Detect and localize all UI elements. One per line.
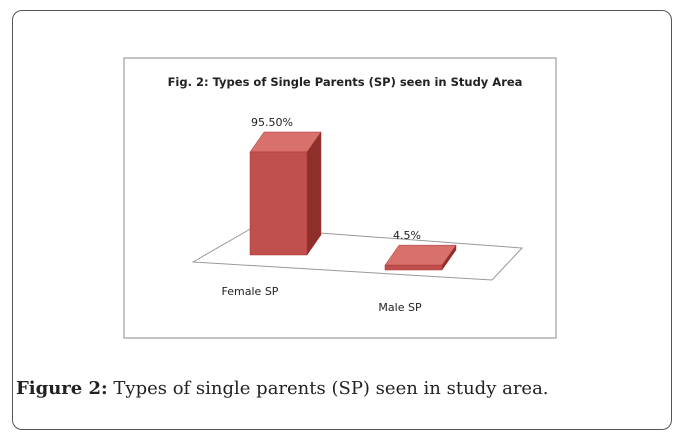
bar-front bbox=[384, 264, 443, 271]
bar bbox=[384, 244, 457, 271]
caption: Figure 2: Types of single parents (SP) s… bbox=[16, 378, 549, 399]
bar-front bbox=[249, 151, 308, 256]
value-label: 4.5% bbox=[393, 229, 421, 242]
caption-label: Figure 2: bbox=[16, 378, 108, 399]
chart-area bbox=[123, 57, 557, 339]
category-label: Male SP bbox=[378, 301, 422, 314]
chart-title: Fig. 2: Types of Single Parents (SP) see… bbox=[168, 75, 523, 89]
caption-text: Types of single parents (SP) seen in stu… bbox=[113, 378, 549, 399]
bar bbox=[249, 131, 322, 256]
figure-frame bbox=[12, 10, 672, 430]
bar-side bbox=[306, 131, 322, 256]
value-label: 95.50% bbox=[251, 116, 293, 129]
category-label: Female SP bbox=[222, 285, 279, 298]
